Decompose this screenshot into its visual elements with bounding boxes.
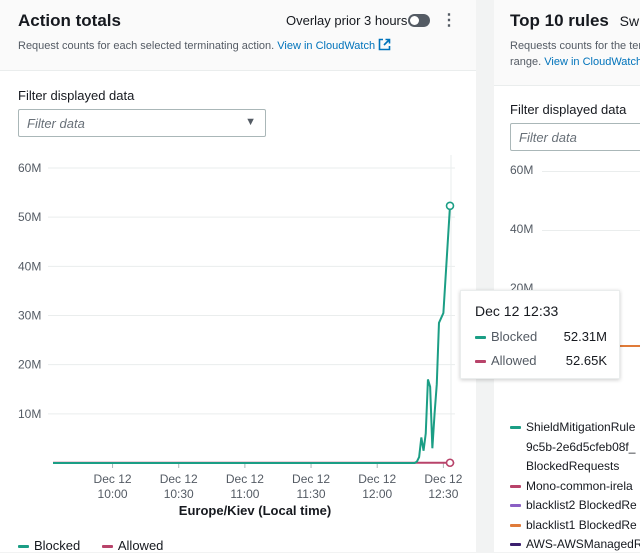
- tooltip-time: Dec 12 12:33: [475, 303, 558, 319]
- panel-header: Action totals Overlay prior 3 hours ⋮ Re…: [0, 0, 476, 71]
- gridline: [542, 230, 640, 231]
- y-tick-label: 60M: [18, 161, 41, 175]
- y-tick-label: 30M: [18, 309, 41, 323]
- allowed-swatch: [475, 360, 486, 363]
- legend-label: Allowed: [118, 538, 164, 553]
- rules-legend-item[interactable]: Mono-common-irela: [510, 479, 633, 493]
- panel-description: Request counts for each selected termina…: [18, 38, 391, 54]
- external-link-icon[interactable]: [378, 38, 391, 51]
- caret-down-icon: ▼: [245, 116, 256, 128]
- tooltip-row-allowed: Allowed 52.65K: [475, 353, 607, 368]
- legend-item-allowed[interactable]: Allowed: [102, 538, 164, 553]
- y-tick-label: 40M: [18, 259, 41, 273]
- legend-label: Mono-common-irela: [526, 479, 633, 493]
- top-rules-panel: Top 10 rules Swi Requests counts for the…: [494, 0, 640, 552]
- blocked-swatch: [475, 336, 486, 339]
- filter-select[interactable]: Filter data ▼: [18, 109, 266, 137]
- legend-swatch: [510, 524, 521, 527]
- description-line: range.: [510, 56, 541, 68]
- rules-legend-item: 9c5b-2e6d5cfeb08f_: [526, 440, 635, 454]
- panel-title: Action totals: [18, 11, 121, 31]
- y-tick-label: 20M: [18, 358, 41, 372]
- gridline: [542, 171, 640, 172]
- rules-legend-item[interactable]: ShieldMitigationRule: [510, 420, 635, 434]
- series-line-blocked: [53, 206, 450, 463]
- switch-label[interactable]: Swi: [620, 13, 640, 29]
- rules-legend-item: BlockedRequests: [526, 459, 619, 473]
- x-tick-date: Dec 12: [160, 472, 198, 486]
- legend-swatch: [510, 543, 521, 546]
- legend-label: Blocked: [34, 538, 80, 553]
- cloudwatch-link[interactable]: View in CloudWatch: [277, 40, 375, 52]
- x-axis-label: Europe/Kiev (Local time): [179, 503, 331, 518]
- legend-swatch: [510, 485, 521, 488]
- x-tick-time: 11:30: [296, 487, 325, 501]
- x-tick-date: Dec 12: [292, 472, 330, 486]
- tooltip-label: Allowed: [491, 353, 537, 368]
- panel-description: Requests counts for the ter range. View i…: [510, 38, 640, 70]
- x-tick-time: 10:30: [164, 487, 194, 501]
- legend-label: blacklist2 BlockedRe: [526, 498, 637, 512]
- description-line: Requests counts for the ter: [510, 38, 640, 54]
- chart-legend: Blocked Allowed: [18, 538, 163, 553]
- x-tick-time: 12:30: [428, 487, 458, 501]
- filter-placeholder: Filter data: [519, 130, 577, 145]
- y-tick-label: 50M: [18, 210, 41, 224]
- allowed-swatch: [102, 545, 113, 548]
- blocked-swatch: [18, 545, 29, 548]
- y-tick: 60M: [510, 163, 533, 177]
- vertical-dots-icon[interactable]: ⋮: [441, 10, 457, 30]
- legend-swatch: [510, 426, 521, 429]
- action-totals-panel: Action totals Overlay prior 3 hours ⋮ Re…: [0, 0, 476, 552]
- title-text: Top 10 rules: [510, 11, 609, 30]
- rules-legend-item[interactable]: blacklist1 BlockedRe: [510, 518, 637, 532]
- x-tick-date: Dec 12: [94, 472, 132, 486]
- x-tick-date: Dec 12: [358, 472, 396, 486]
- rules-legend-item[interactable]: blacklist2 BlockedRe: [510, 498, 637, 512]
- legend-label: AWS-AWSManagedR: [526, 537, 640, 551]
- x-tick-date: Dec 12: [424, 472, 462, 486]
- x-tick-time: 10:00: [98, 487, 128, 501]
- filter-placeholder: Filter data: [27, 116, 85, 131]
- overlay-label: Overlay prior 3 hours: [286, 13, 407, 28]
- tooltip-value: 52.65K: [566, 353, 607, 368]
- legend-label: blacklist1 BlockedRe: [526, 518, 637, 532]
- rules-legend-item[interactable]: AWS-AWSManagedR: [510, 537, 640, 551]
- panel-title: Top 10 rules Swi: [510, 11, 640, 31]
- filter-label: Filter displayed data: [18, 88, 134, 103]
- legend-label: ShieldMitigationRule: [526, 420, 635, 434]
- legend-item-blocked[interactable]: Blocked: [18, 538, 80, 553]
- y-tick: 40M: [510, 222, 533, 236]
- x-tick-date: Dec 12: [226, 472, 264, 486]
- legend-label: 9c5b-2e6d5cfeb08f_: [526, 440, 635, 454]
- tooltip-row-blocked: Blocked 52.31M: [475, 329, 607, 344]
- tooltip-label: Blocked: [491, 329, 537, 344]
- y-tick-label: 10M: [18, 407, 41, 421]
- cloudwatch-link[interactable]: View in CloudWatch: [544, 56, 640, 68]
- panel-header: Top 10 rules Swi Requests counts for the…: [494, 0, 640, 86]
- legend-label: BlockedRequests: [526, 459, 619, 473]
- filter-label: Filter displayed data: [510, 102, 626, 117]
- x-tick-time: 11:00: [230, 487, 259, 501]
- filter-select[interactable]: Filter data: [510, 123, 640, 151]
- overlay-toggle[interactable]: [408, 14, 430, 27]
- highlight-point-allowed: [447, 459, 454, 466]
- legend-swatch: [510, 504, 521, 507]
- highlight-point-blocked: [447, 202, 454, 209]
- chart-tooltip: Dec 12 12:33 Blocked 52.31M Allowed 52.65K: [460, 290, 620, 379]
- description-text: Request counts for each selected termina…: [18, 40, 274, 52]
- tooltip-value: 52.31M: [564, 329, 607, 344]
- x-tick-time: 12:00: [362, 487, 392, 501]
